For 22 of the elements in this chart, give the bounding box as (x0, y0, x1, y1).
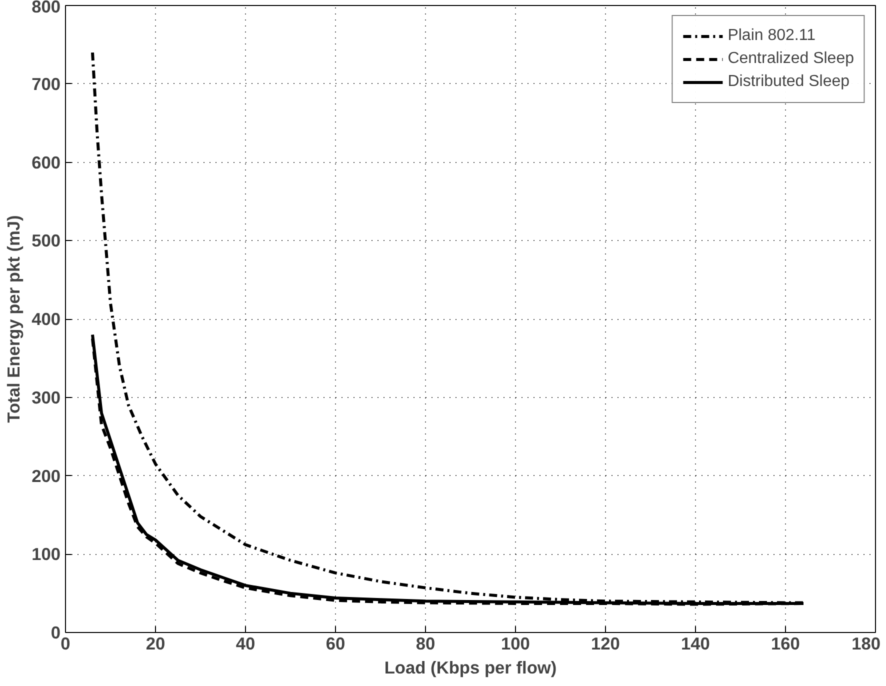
x-axis-title: Load (Kbps per flow) (384, 658, 557, 678)
y-tick-label: 400 (32, 309, 61, 329)
y-tick-label: 700 (32, 74, 61, 94)
y-tick-label: 500 (32, 230, 61, 251)
x-tick-label: 180 (852, 634, 881, 654)
x-tick-label: 20 (146, 634, 166, 654)
legend-label: Plain 802.11 (728, 27, 816, 45)
y-tick-label: 100 (32, 544, 61, 564)
x-tick-label: 140 (681, 634, 710, 654)
x-tick-label: 60 (326, 634, 346, 654)
x-tick-label: 120 (591, 634, 620, 654)
x-tick-label: 80 (416, 634, 436, 654)
x-tick-label: 100 (501, 634, 530, 654)
y-tick-label: 300 (32, 387, 61, 408)
y-axis-title: Total Energy per pkt (mJ) (4, 215, 24, 423)
y-tick-label: 200 (32, 466, 61, 486)
x-tick-label: 40 (236, 634, 256, 654)
legend-label: Centralized Sleep (728, 50, 854, 68)
y-tick-label: 800 (32, 0, 61, 16)
y-tick-label: 600 (32, 152, 61, 172)
legend-label: Distributed Sleep (728, 73, 850, 91)
x-tick-label: 160 (771, 634, 800, 654)
